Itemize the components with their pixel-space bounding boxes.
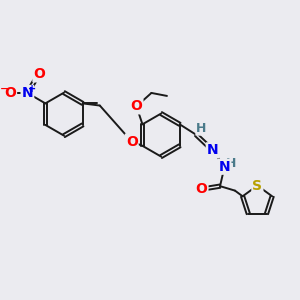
Text: O: O [196, 182, 208, 196]
Text: +: + [28, 84, 36, 94]
Text: −: − [0, 84, 9, 94]
Text: O: O [33, 68, 45, 81]
Text: S: S [252, 178, 262, 193]
Text: O: O [126, 134, 138, 148]
Text: N: N [207, 143, 218, 157]
Text: N: N [219, 160, 230, 174]
Text: O: O [4, 86, 16, 100]
Text: O: O [130, 99, 142, 113]
Text: H: H [226, 157, 236, 170]
Text: N: N [22, 86, 33, 100]
Text: H: H [196, 122, 207, 135]
